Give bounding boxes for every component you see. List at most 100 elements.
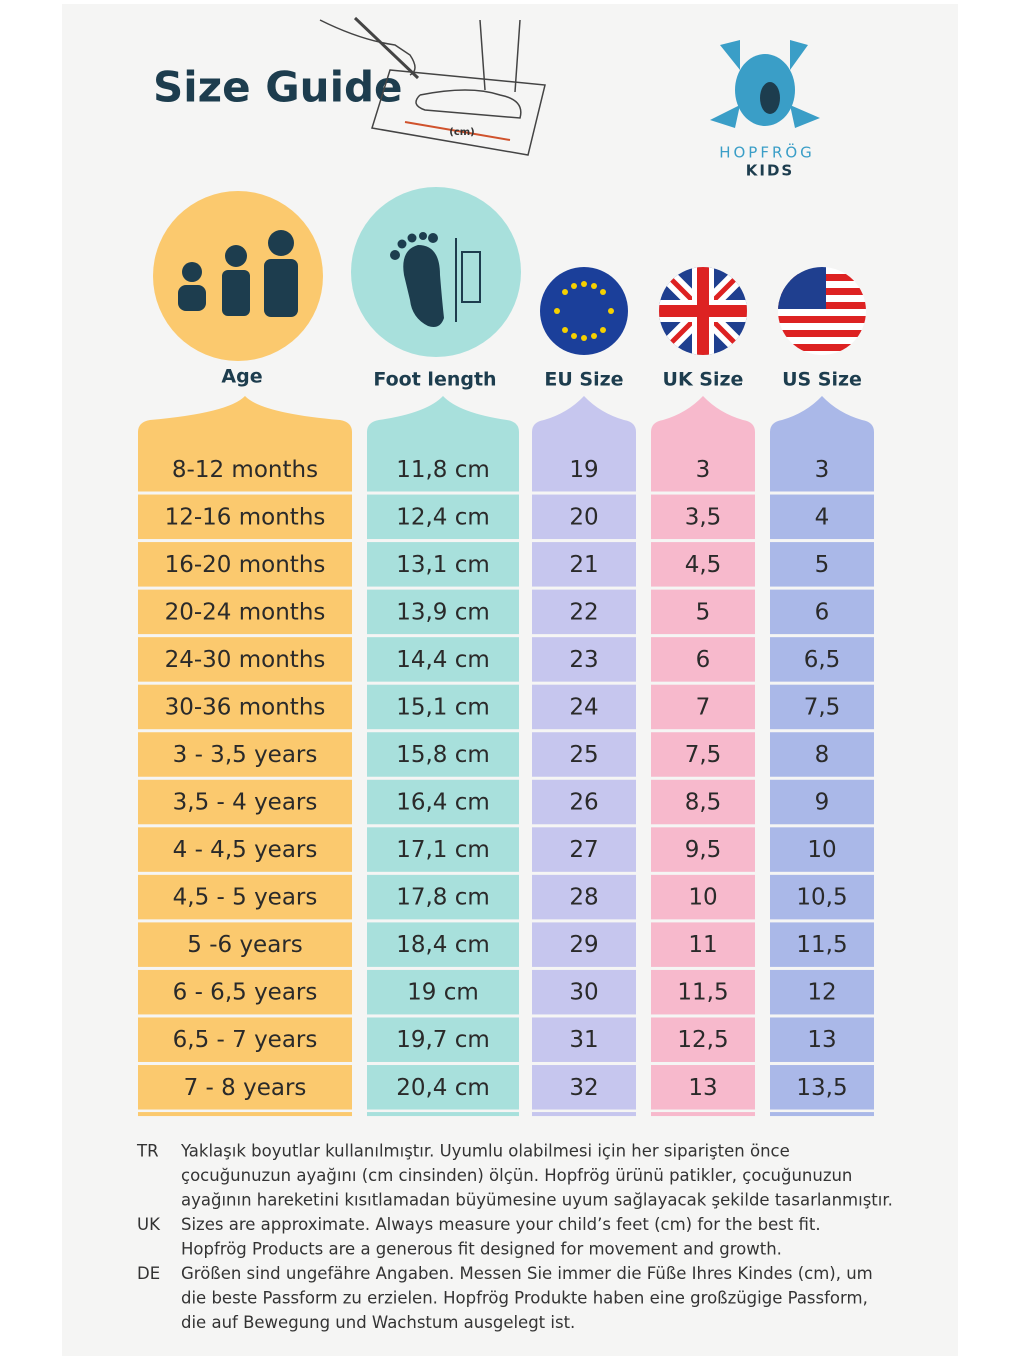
cell-bg	[770, 874, 874, 920]
cell: 8-12 months	[172, 457, 318, 483]
cell: 27	[569, 837, 598, 863]
cell: 24	[569, 694, 598, 720]
cell-bg	[651, 732, 755, 777]
column-foot	[138, 1112, 352, 1117]
brand-sub: KIDS	[746, 162, 794, 180]
cell: 13	[807, 1027, 836, 1053]
cell: 7,5	[804, 694, 841, 720]
cell: 9,5	[685, 837, 722, 863]
cell-bg	[367, 779, 519, 825]
cell-bg	[651, 1065, 755, 1110]
cell-bg	[770, 732, 874, 777]
cell: 28	[569, 885, 598, 911]
logo-frog	[710, 40, 820, 128]
cell: 32	[569, 1075, 598, 1101]
cell: 16-20 months	[165, 552, 326, 578]
cell-bg	[138, 589, 352, 635]
cell-bg	[138, 874, 352, 920]
measure-label: (cm)	[449, 127, 475, 138]
cell-bg	[367, 969, 519, 1015]
cell: 8	[815, 742, 830, 768]
column-foot	[770, 1112, 874, 1117]
cell-bg	[367, 874, 519, 920]
note-line: die auf Bewegung und Wachstum ausgelegt …	[181, 1313, 575, 1332]
cell-bg	[367, 684, 519, 730]
cell-bg	[532, 874, 636, 920]
notes: TR Yaklaşık boyutlar kullanılmıştır. Uyum…	[136, 1142, 893, 1333]
cell: 10	[807, 837, 836, 863]
cell-bg	[532, 542, 636, 587]
column-tab	[651, 396, 755, 447]
cell-bg	[770, 1017, 874, 1062]
cell: 11,5	[677, 980, 728, 1006]
cell: 4,5	[685, 552, 722, 578]
cell: 7,5	[685, 742, 722, 768]
note-line: Sizes are approximate. Always measure yo…	[181, 1215, 821, 1234]
cell: 11,8 cm	[396, 457, 490, 483]
column-foot	[367, 1112, 519, 1117]
cell: 12-16 months	[165, 504, 326, 530]
cell-bg	[770, 827, 874, 872]
cell: 9	[815, 790, 830, 816]
cell: 5	[815, 552, 830, 578]
cell-bg	[138, 494, 352, 540]
cell-bg	[532, 494, 636, 540]
cell-bg	[651, 922, 755, 967]
column-header: EU Size	[544, 369, 623, 391]
cell: 30	[569, 980, 598, 1006]
cell: 15,8 cm	[396, 742, 490, 768]
cell-bg	[367, 732, 519, 777]
cell: 8,5	[685, 790, 722, 816]
column-tab	[367, 396, 519, 447]
flag-eu	[540, 267, 628, 355]
cell: 4	[815, 504, 830, 530]
cell: 12,4 cm	[396, 504, 490, 530]
cell-bg	[651, 1017, 755, 1062]
cell: 3,5 - 4 years	[173, 790, 318, 816]
cell-bg	[532, 969, 636, 1015]
cell-bg	[138, 922, 352, 967]
cell-bg	[651, 589, 755, 635]
cell: 7 - 8 years	[184, 1075, 307, 1101]
cell-bg	[367, 447, 519, 492]
cell-bg	[138, 542, 352, 587]
cell: 16,4 cm	[396, 790, 490, 816]
cell-bg	[532, 1065, 636, 1110]
cell: 17,8 cm	[396, 885, 490, 911]
cell-bg	[138, 827, 352, 872]
note-line: Hopfrög Products are a generous fit desi…	[181, 1240, 782, 1259]
cell: 18,4 cm	[396, 932, 490, 958]
cell: 21	[569, 552, 598, 578]
cell: 10,5	[796, 885, 847, 911]
note-line: Größen sind ungefähre Angaben. Messen Si…	[181, 1264, 873, 1283]
cell-bg	[770, 637, 874, 682]
cell: 6	[815, 599, 830, 625]
column-foot	[532, 1112, 636, 1117]
cell-bg	[651, 779, 755, 825]
cell: 19	[569, 457, 598, 483]
cell: 4,5 - 5 years	[173, 885, 318, 911]
cell-bg	[651, 637, 755, 682]
cell-bg	[532, 827, 636, 872]
note-line: Yaklaşık boyutlar kullanılmıştır. Uyumlu…	[180, 1142, 790, 1161]
cell-bg	[770, 589, 874, 635]
cell-bg	[532, 589, 636, 635]
cell-bg	[770, 969, 874, 1015]
cell: 3	[815, 457, 830, 483]
cell: 22	[569, 599, 598, 625]
column-header: Foot length	[373, 369, 496, 391]
note-line: die beste Passform zu erzielen. Hopfrög …	[181, 1289, 868, 1308]
cell: 3,5	[685, 504, 722, 530]
cell: 19,7 cm	[396, 1027, 490, 1053]
cell-bg	[367, 1065, 519, 1110]
cell-bg	[532, 447, 636, 492]
cell-bg	[532, 1017, 636, 1062]
cell: 11,5	[796, 932, 847, 958]
cell-bg	[770, 542, 874, 587]
cell: 26	[569, 790, 598, 816]
cell: 5 -6 years	[187, 932, 302, 958]
cell-bg	[367, 494, 519, 540]
cell: 3	[696, 457, 711, 483]
cell: 12	[807, 980, 836, 1006]
cell-bg	[770, 447, 874, 492]
